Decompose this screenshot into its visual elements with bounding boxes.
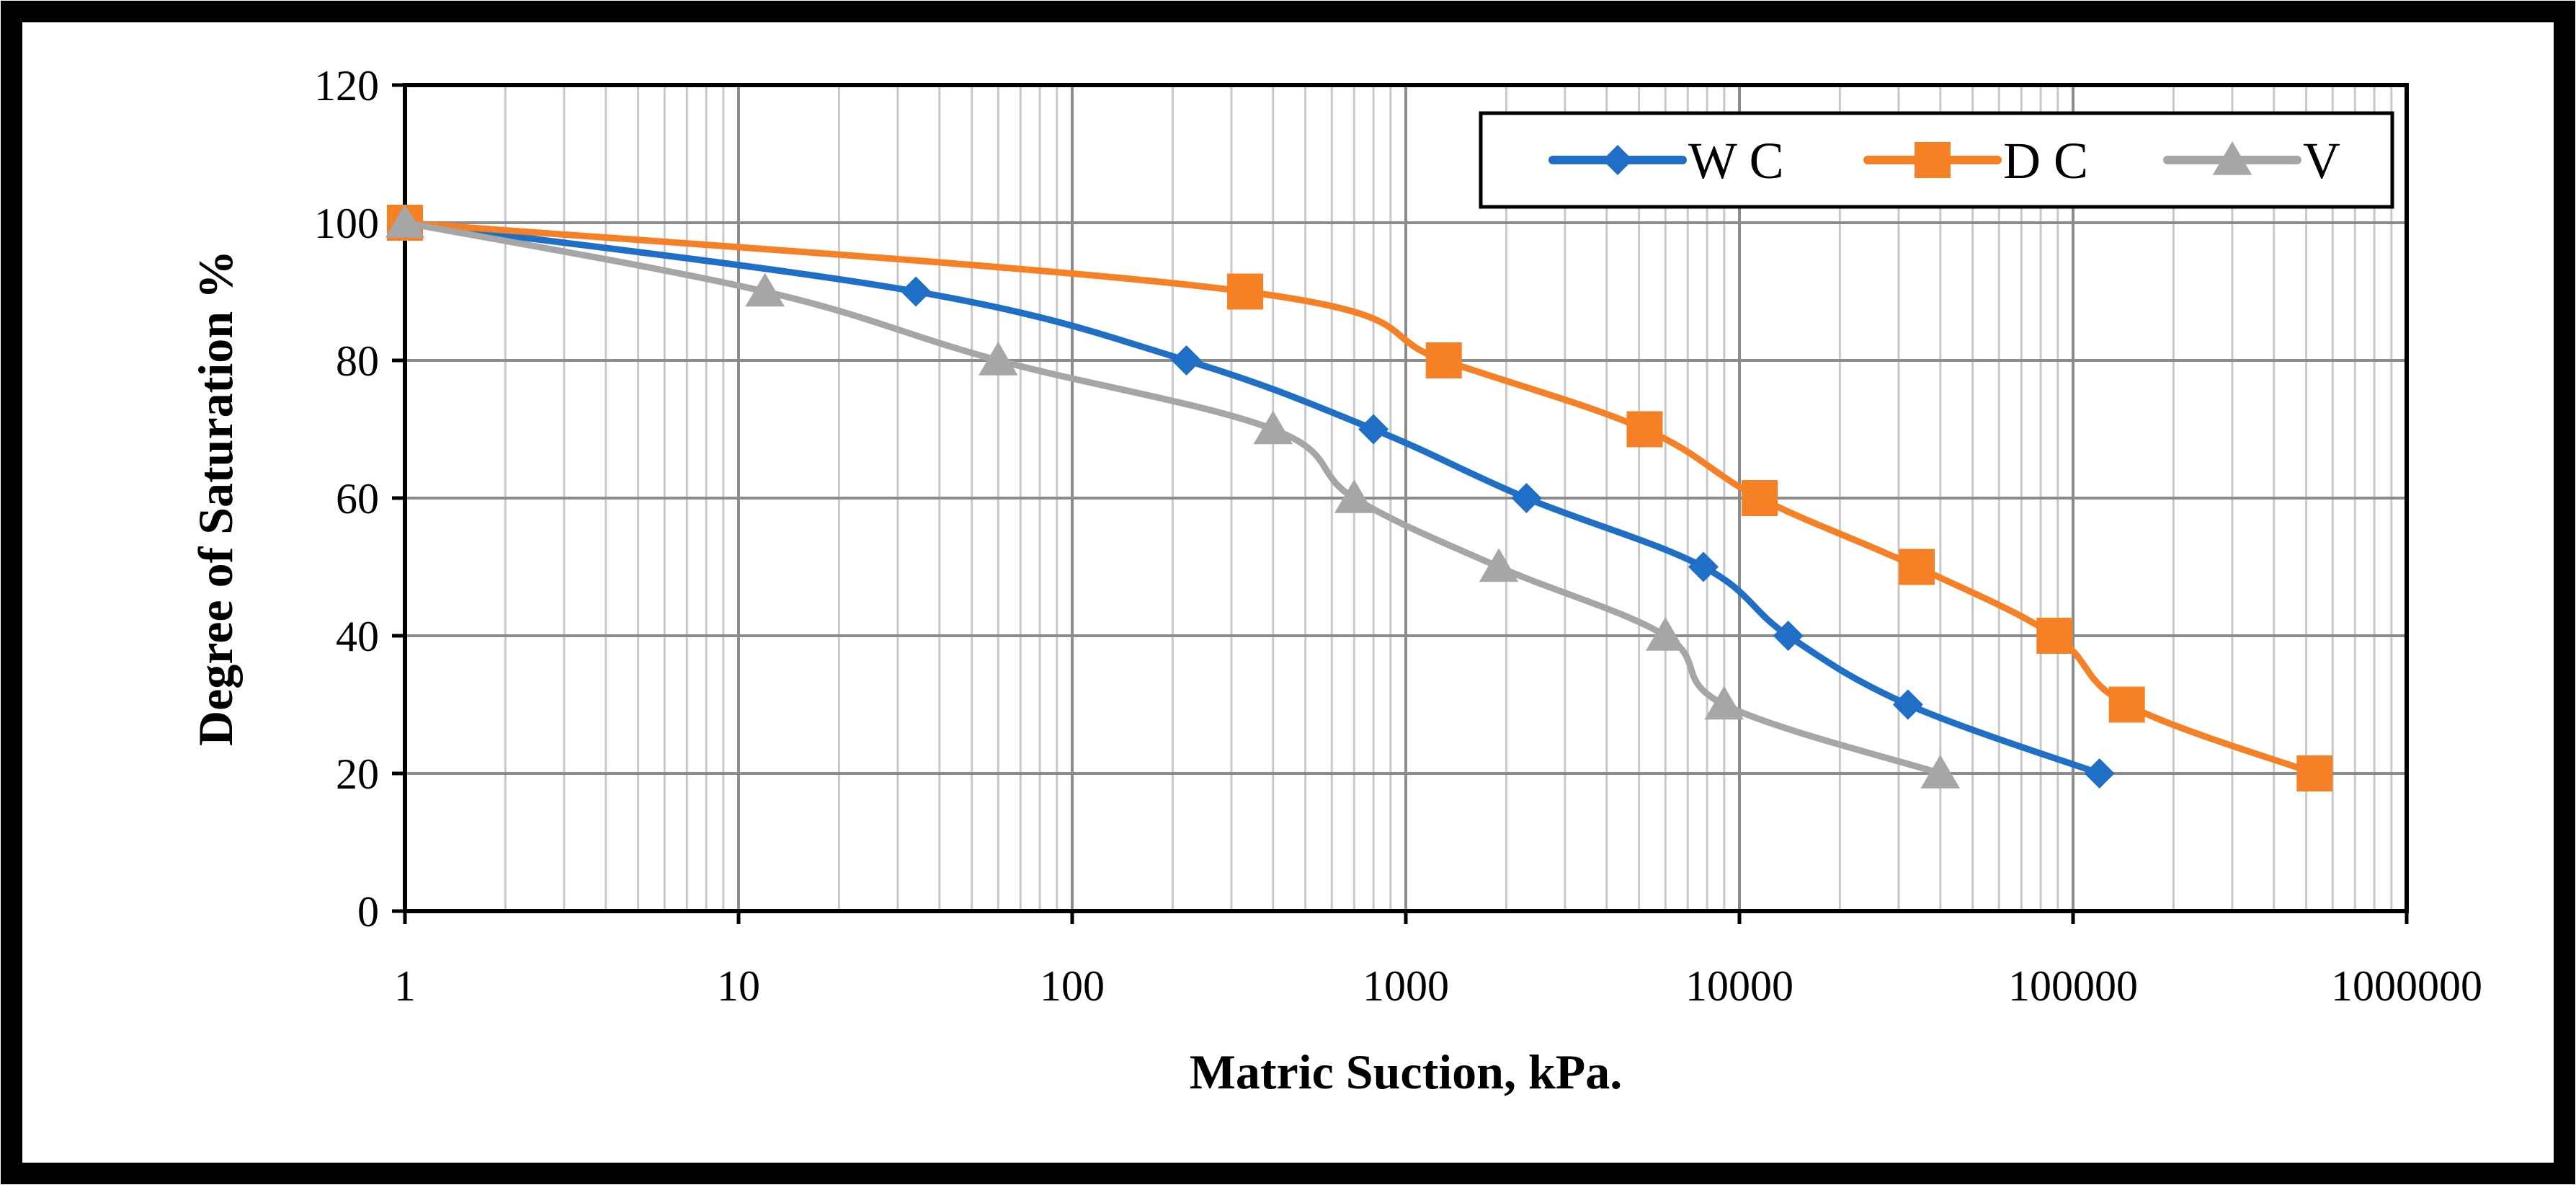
data-point-dc [1899, 549, 1935, 585]
x-tick-label: 100 [1040, 962, 1105, 1010]
data-point-dc [1626, 411, 1663, 448]
data-point-dc [1227, 273, 1264, 310]
data-point-v [1334, 479, 1374, 513]
x-tick-label: 100000 [2008, 962, 2138, 1010]
x-axis-title: Matric Suction, kPa. [1190, 1044, 1623, 1099]
x-tick-label: 1000000 [2331, 962, 2482, 1010]
y-tick-label: 100 [314, 200, 379, 247]
legend-marker-dc [1915, 142, 1951, 178]
data-point-wc [1892, 689, 1923, 720]
y-tick-label: 40 [336, 613, 379, 660]
x-tick-label: 10 [717, 962, 760, 1010]
legend-marker-shape-wc [1603, 145, 1633, 175]
legend-marker-v [2212, 141, 2252, 175]
x-tick-label: 10000 [1685, 962, 1793, 1010]
grid [404, 84, 2408, 913]
y-tick-label: 20 [336, 750, 379, 798]
data-point-wc [1358, 414, 1389, 445]
y-tick-label: 120 [314, 62, 379, 110]
data-point-wc [1511, 483, 1542, 513]
data-point-dc [2036, 618, 2073, 654]
legend: W C D C V [1479, 111, 2394, 209]
legend-marker-shape-v [2212, 141, 2252, 175]
data-point-wc [901, 276, 932, 307]
data-point-v [1920, 755, 1961, 789]
data-point-dc [2296, 755, 2333, 791]
series-v [385, 204, 1961, 789]
data-point-v [1704, 685, 1744, 720]
y-tick-label: 80 [336, 337, 379, 385]
series-wc [390, 208, 2115, 789]
y-tick-labels: 0 20 40 60 80 100 120 [314, 62, 405, 936]
data-point-dc [1425, 342, 1462, 378]
y-tick-label: 0 [357, 888, 379, 936]
x-tick-label: 1 [394, 962, 416, 1010]
y-tick-label: 60 [336, 475, 379, 523]
x-tick-labels: 1 10 100 1000 10000 100000 1000000 [394, 911, 2482, 1010]
data-point-v [745, 272, 785, 307]
y-axis-title: Degree of Saturation % [188, 250, 243, 746]
data-point-wc [2084, 758, 2115, 789]
data-point-v [385, 204, 425, 238]
legend-label-dc: D C [2003, 132, 2088, 190]
series-group [385, 204, 2333, 791]
series-dc [387, 205, 2333, 791]
series-line-wc [404, 219, 2101, 777]
data-point-wc [1773, 621, 1804, 651]
legend-marker-shape-dc [1915, 142, 1951, 178]
data-point-dc [1742, 480, 1778, 516]
data-point-v [1479, 548, 1519, 582]
x-tick-label: 1000 [1363, 962, 1449, 1010]
legend-label-v: V [2303, 132, 2340, 190]
legend-marker-wc [1603, 145, 1633, 175]
data-point-v [1253, 410, 1293, 445]
data-point-v [978, 342, 1018, 376]
data-point-v [1645, 617, 1685, 651]
legend-label-wc: W C [1688, 132, 1784, 190]
data-point-dc [2108, 686, 2145, 723]
data-point-wc [1171, 345, 1202, 376]
data-point-wc [1688, 551, 1719, 582]
